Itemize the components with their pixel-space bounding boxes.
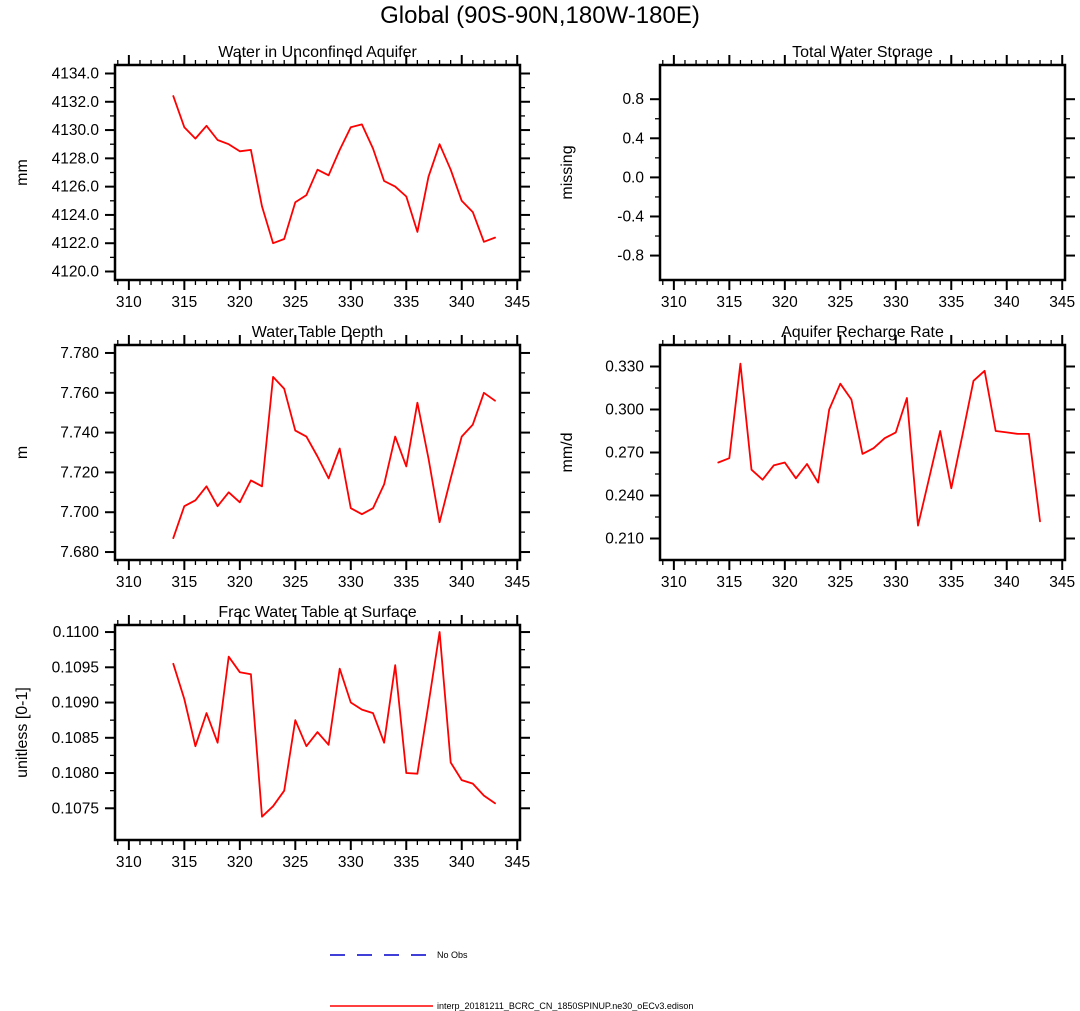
- y-tick-label: 0.300: [605, 402, 644, 419]
- y-tick-label: 7.720: [60, 464, 99, 481]
- x-tick-label: 325: [827, 574, 853, 591]
- legend-label-model-run: interp_20181211_BCRC_CN_1850SPINUP.ne30_…: [437, 1001, 694, 1011]
- x-tick-label: 315: [716, 294, 742, 311]
- x-tick-label: 325: [282, 574, 308, 591]
- y-axis-label: unitless [0-1]: [14, 687, 31, 778]
- x-tick-label: 315: [171, 294, 197, 311]
- x-tick-label: 320: [772, 294, 798, 311]
- y-tick-label: 0.1075: [52, 800, 99, 817]
- chart-title: Water in Unconfined Aquifer: [218, 44, 417, 61]
- x-tick-label: 325: [827, 294, 853, 311]
- plot-box: [658, 63, 1067, 282]
- x-tick-label: 330: [338, 854, 364, 871]
- y-tick-label: 4132.0: [52, 94, 100, 111]
- chart-water-in-unconfined-aquifer: Water in Unconfined Aquifer mm 310 315 320 32…: [14, 44, 530, 311]
- x-tick-label: 325: [282, 854, 308, 871]
- x-tick-label: 330: [338, 574, 364, 591]
- x-tick-label: 310: [116, 854, 142, 871]
- chart-title: Frac Water Table at Surface: [218, 604, 416, 621]
- x-tick-label: 325: [282, 294, 308, 311]
- y-tick-label: 4120.0: [52, 264, 100, 281]
- y-tick-label: 4130.0: [52, 122, 100, 139]
- x-tick-label: 335: [393, 854, 419, 871]
- x-tick-label: 335: [393, 574, 419, 591]
- data-line: [172, 631, 496, 818]
- y-tick-label: 0.0: [622, 169, 644, 186]
- x-tick-label: 315: [716, 574, 742, 591]
- x-tick-label: 345: [504, 854, 530, 871]
- y-tick-label: 4128.0: [52, 150, 100, 167]
- y-tick-label: 7.760: [60, 385, 99, 402]
- x-tick-label: 330: [883, 294, 909, 311]
- data-line: [717, 362, 1041, 527]
- x-tick-label: 310: [661, 294, 687, 311]
- data-line: [172, 95, 496, 245]
- y-tick-label: -0.4: [617, 208, 644, 225]
- chart-title: Total Water Storage: [792, 44, 933, 61]
- x-tick-label: 345: [1049, 294, 1075, 311]
- y-tick-label: 4122.0: [52, 235, 100, 252]
- plot-box: [113, 343, 522, 562]
- chart-title: Water Table Depth: [252, 324, 384, 341]
- y-axis-label: mm: [14, 159, 31, 186]
- y-tick-label: 7.680: [60, 544, 99, 561]
- x-tick-label: 320: [772, 574, 798, 591]
- x-tick-label: 320: [227, 854, 253, 871]
- y-axis-label: missing: [559, 145, 576, 199]
- x-tick-label: 335: [393, 294, 419, 311]
- x-tick-label: 315: [171, 854, 197, 871]
- y-tick-label: 0.1080: [52, 765, 100, 782]
- y-tick-label: 0.1090: [52, 695, 100, 712]
- x-tick-label: 330: [338, 294, 364, 311]
- x-tick-label: 335: [938, 574, 964, 591]
- x-tick-label: 335: [938, 294, 964, 311]
- x-tick-label: 310: [661, 574, 687, 591]
- page-title: Global (90S-90N,180W-180E): [380, 2, 700, 29]
- chart-aquifer-recharge-rate: Aquifer Recharge Rate mm/d 310 315 320 325 330…: [559, 324, 1075, 591]
- y-tick-label: -0.8: [617, 248, 644, 265]
- x-tick-label: 310: [116, 294, 142, 311]
- x-tick-label: 320: [227, 574, 253, 591]
- y-tick-label: 0.8: [622, 91, 644, 108]
- y-tick-label: 0.210: [605, 531, 644, 548]
- x-tick-label: 340: [449, 574, 475, 591]
- x-tick-label: 345: [504, 294, 530, 311]
- legend-label-no-obs: No Obs: [437, 950, 468, 960]
- y-tick-label: 4124.0: [52, 207, 100, 224]
- y-tick-label: 7.780: [60, 345, 99, 362]
- y-axis-label: m: [14, 446, 31, 459]
- y-tick-label: 7.740: [60, 425, 99, 442]
- y-tick-label: 4134.0: [52, 65, 100, 82]
- x-tick-label: 340: [994, 574, 1020, 591]
- chart-frac-water-table-at-surface: Frac Water Table at Surface unitless [0-1…: [14, 604, 530, 871]
- y-tick-label: 0.1085: [52, 730, 99, 747]
- y-tick-label: 0.330: [605, 359, 644, 376]
- y-tick-label: 0.270: [605, 445, 644, 462]
- y-axis-label: mm/d: [559, 433, 576, 473]
- plot-box: [113, 63, 522, 282]
- x-tick-label: 340: [994, 294, 1020, 311]
- chart-total-water-storage: Total Water Storage missing 310 315 320 325 33…: [559, 44, 1075, 311]
- x-tick-label: 345: [1049, 574, 1075, 591]
- y-tick-label: 0.1100: [53, 624, 100, 641]
- x-tick-label: 310: [116, 574, 142, 591]
- y-tick-label: 4126.0: [52, 179, 100, 196]
- x-tick-label: 315: [171, 574, 197, 591]
- data-line: [172, 375, 496, 539]
- chart-water-table-depth: Water Table Depth m 310 315 320 325 330 335 340 3…: [14, 324, 530, 591]
- y-tick-label: 0.4: [622, 130, 644, 147]
- y-tick-label: 7.700: [60, 504, 99, 521]
- x-tick-label: 340: [449, 294, 475, 311]
- x-tick-label: 320: [227, 294, 253, 311]
- x-tick-label: 330: [883, 574, 909, 591]
- y-tick-label: 0.240: [605, 488, 644, 505]
- x-tick-label: 345: [504, 574, 530, 591]
- y-tick-label: 0.1095: [52, 659, 99, 676]
- chart-title: Aquifer Recharge Rate: [781, 324, 944, 341]
- x-tick-label: 340: [449, 854, 475, 871]
